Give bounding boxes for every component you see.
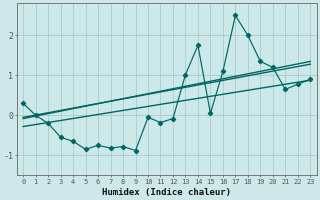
X-axis label: Humidex (Indice chaleur): Humidex (Indice chaleur): [102, 188, 231, 197]
